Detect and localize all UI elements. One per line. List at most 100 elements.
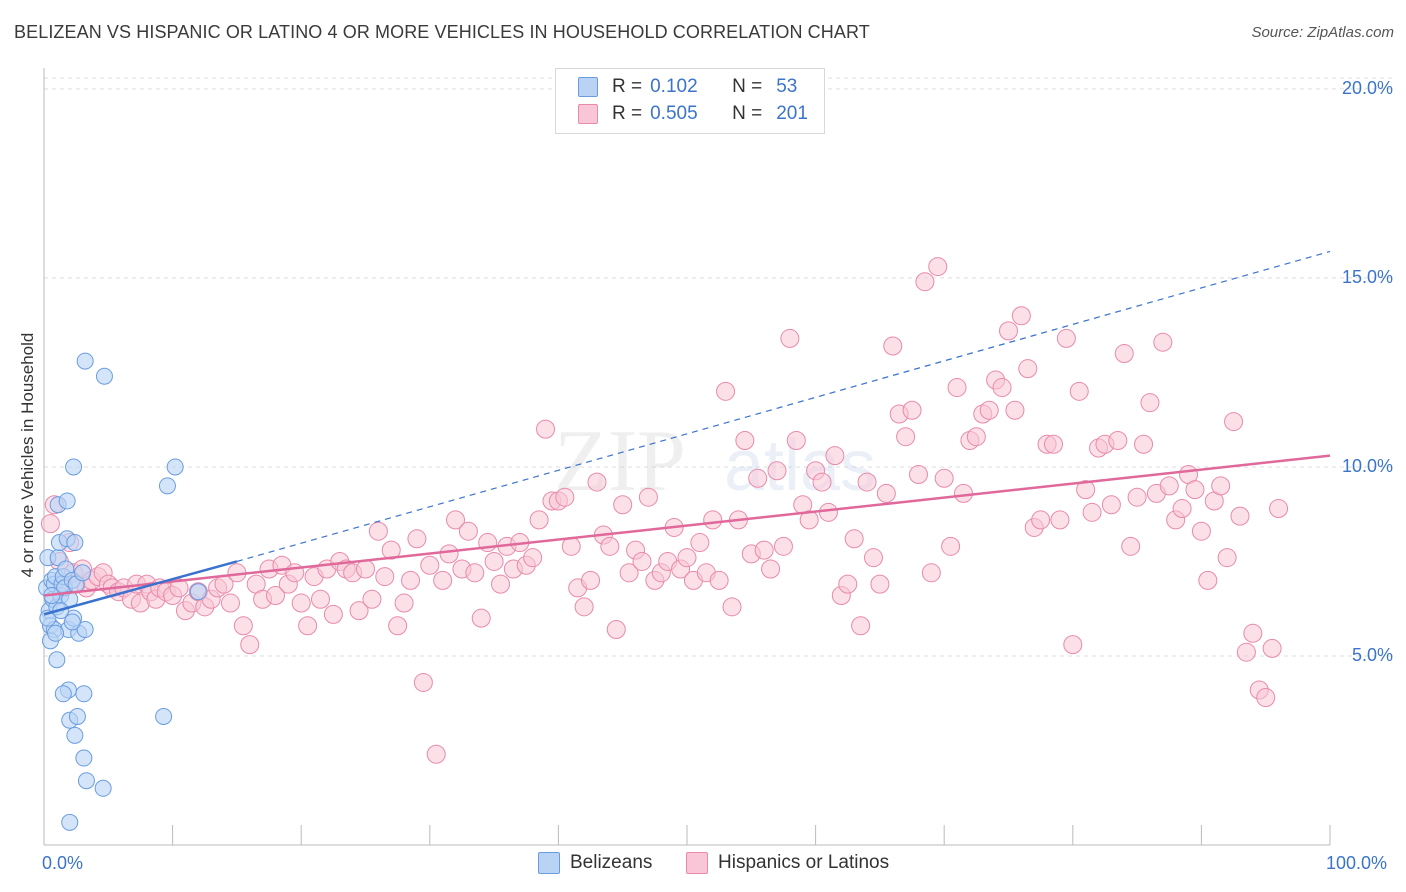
hispanic-point — [298, 616, 318, 636]
belizean-point — [76, 621, 94, 639]
hispanic-point — [1191, 521, 1211, 541]
hispanic-point — [876, 483, 896, 503]
hispanic-point — [1127, 487, 1147, 507]
hispanic-point — [407, 529, 427, 549]
hispanic-point — [310, 589, 330, 609]
hispanic-point — [484, 551, 504, 571]
hispanic-point — [458, 521, 478, 541]
legend-r-label: R = — [612, 76, 643, 97]
hispanic-point — [581, 570, 601, 590]
hispanic-point — [735, 430, 755, 450]
y-tick-label: 10.0% — [1341, 455, 1393, 476]
hispanic-point — [896, 427, 916, 447]
belizean-point — [66, 726, 84, 744]
hispanic-point — [1159, 476, 1179, 496]
watermark-zip: ZIP — [554, 413, 686, 510]
hispanic-point — [748, 468, 768, 488]
hispanic-point — [349, 601, 369, 621]
hispanic-point — [1101, 495, 1121, 515]
hispanic-point — [992, 378, 1012, 398]
hispanic-point — [40, 514, 60, 534]
hispanic-point — [600, 536, 620, 556]
hispanic-point — [523, 548, 543, 568]
legend-r-value: 0.102 — [650, 76, 698, 97]
hispanic-point — [921, 563, 941, 583]
hispanic-point — [1108, 430, 1128, 450]
chart-title: BELIZEAN VS HISPANIC OR LATINO 4 OR MORE… — [14, 22, 870, 42]
series-belizeans-points — [38, 352, 207, 831]
hispanic-point — [233, 616, 253, 636]
hispanic-point — [1224, 412, 1244, 432]
hispanic-point — [375, 567, 395, 587]
legend-r-label: R = — [612, 103, 643, 124]
hispanic-point — [1140, 393, 1160, 413]
hispanic-point — [426, 744, 446, 764]
belizean-point — [65, 458, 83, 476]
belizean-point — [155, 707, 173, 725]
hispanic-point — [773, 536, 793, 556]
hispanic-point — [555, 487, 575, 507]
source-credit: Source: ZipAtlas.com — [1251, 24, 1394, 41]
hispanic-point — [1217, 548, 1237, 568]
hispanic-point — [915, 272, 935, 292]
hispanic-point — [471, 608, 491, 628]
x-tick-label-min: 0.0% — [42, 853, 84, 873]
hispanic-point — [966, 427, 986, 447]
hispanic-point — [1056, 328, 1076, 348]
bottom-legend-label: Hispanics or Latinos — [718, 852, 890, 873]
belizean-trend-dashed — [236, 250, 1331, 563]
hispanic-point — [388, 616, 408, 636]
hispanic-point — [941, 536, 961, 556]
belizean-point — [61, 813, 79, 831]
belizean-point — [77, 772, 95, 790]
hispanic-point — [780, 328, 800, 348]
hispanic-point — [1121, 536, 1141, 556]
hispanic-point — [368, 521, 388, 541]
hispanic-point — [1185, 480, 1205, 500]
hispanic-point — [709, 570, 729, 590]
belizean-point — [63, 613, 81, 631]
belizean-point — [66, 534, 84, 552]
hispanic-point — [536, 419, 556, 439]
trend-lines — [43, 250, 1331, 616]
hispanic-point — [1044, 434, 1064, 454]
legend-swatch-pink — [578, 104, 598, 124]
hispanic-point — [799, 510, 819, 530]
hispanic-point — [825, 446, 845, 466]
hispanic-point — [420, 555, 440, 575]
legend-n-value: 201 — [776, 103, 808, 124]
hispanic-point — [1011, 306, 1031, 326]
hispanic-point — [574, 597, 594, 617]
hispanic-point — [690, 533, 710, 553]
hispanic-point — [1269, 499, 1289, 519]
hispanic-point — [754, 540, 774, 560]
hispanic-point — [1256, 688, 1276, 708]
hispanic-point — [362, 589, 382, 609]
hispanic-point — [265, 585, 285, 605]
hispanic-point — [529, 510, 549, 530]
hispanic-point — [394, 593, 414, 613]
bottom-legend-label: Belizeans — [570, 852, 653, 873]
hispanic-point — [677, 548, 697, 568]
belizean-trend-line — [43, 560, 238, 616]
belizean-point — [68, 707, 86, 725]
grid-lines — [44, 77, 1392, 657]
y-tick-label: 5.0% — [1351, 644, 1393, 665]
legend-r-value: 0.505 — [650, 103, 698, 124]
y-axis-label: 4 or more Vehicles in Household — [18, 332, 37, 578]
axes — [43, 68, 1331, 846]
hispanic-point — [716, 381, 736, 401]
hispanic-point — [1243, 623, 1263, 643]
hispanic-point — [1198, 570, 1218, 590]
hispanic-point — [619, 563, 639, 583]
hispanic-point — [1172, 499, 1192, 519]
bottom-legend-hispanics: Hispanics or Latinos — [686, 852, 889, 874]
hispanic-point — [1069, 381, 1089, 401]
hispanic-point — [902, 400, 922, 420]
hispanic-point — [1236, 642, 1256, 662]
hispanic-point — [606, 620, 626, 640]
belizean-point — [58, 492, 76, 510]
hispanic-point — [1031, 510, 1051, 530]
belizean-point — [94, 779, 112, 797]
